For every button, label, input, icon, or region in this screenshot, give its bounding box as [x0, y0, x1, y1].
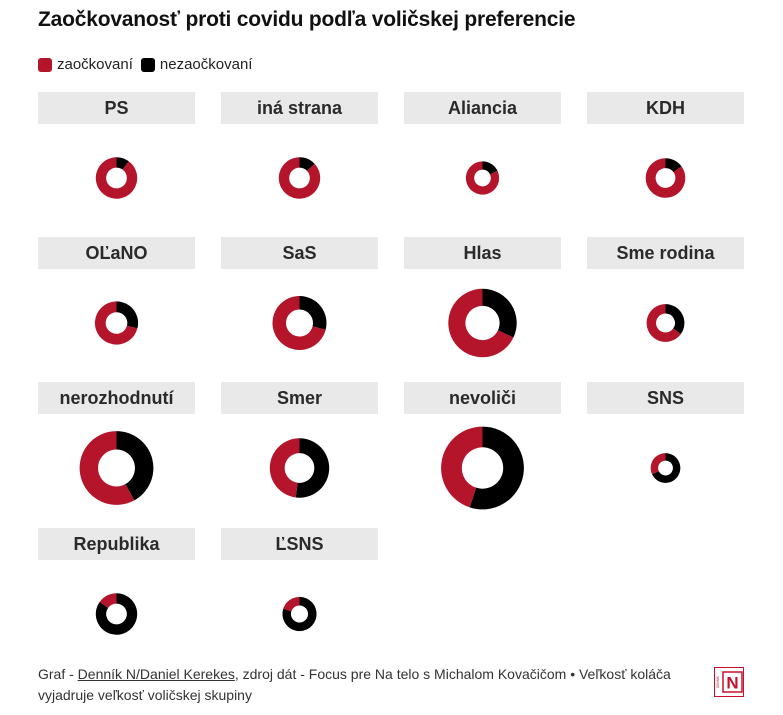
dennik-n-logo: N DENNÍK — [714, 667, 744, 697]
panel-nerozhodnuti: nerozhodnutí — [38, 382, 195, 522]
legend-swatch-unvaccinated — [140, 57, 155, 72]
panel-title-sme-rodina: Sme rodina — [587, 237, 744, 269]
panel-title-lsns: ĽSNS — [221, 528, 378, 560]
panel-lsns: ĽSNS — [221, 528, 378, 668]
chart-title: Zaočkovanosť proti covidu podľa voličske… — [38, 8, 576, 31]
slice-vaccinated-aliancia — [465, 161, 500, 195]
slice-unvaccinated-republika — [95, 593, 138, 635]
donut-sme-rodina — [646, 304, 685, 342]
donut-republika — [95, 593, 138, 635]
donut-lsns — [282, 596, 317, 632]
donut-olano — [94, 301, 139, 345]
donut-kdh — [645, 158, 686, 198]
slice-vaccinated-ina-strana — [278, 157, 321, 199]
slice-vaccinated-sns — [650, 453, 666, 475]
donut-smer — [269, 438, 330, 498]
slice-unvaccinated-sme-rodina — [665, 304, 685, 335]
footer-text: , zdroj dát - Focus pre Na telo s Michal… — [38, 666, 671, 703]
legend-item-unvaccinated: nezaočkovaní — [140, 56, 253, 73]
donut-sas — [272, 296, 327, 350]
panel-ps: PS — [38, 92, 195, 232]
slice-unvaccinated-olano — [116, 301, 139, 329]
panel-republika: Republika — [38, 528, 195, 668]
panel-sns: SNS — [587, 382, 744, 522]
slice-unvaccinated-kdh — [665, 158, 682, 173]
slice-unvaccinated-nerozhodnuti — [116, 431, 154, 501]
slice-unvaccinated-ina-strana — [299, 157, 315, 171]
slice-vaccinated-hlas — [448, 288, 514, 358]
panel-title-ina-strana: iná strana — [221, 92, 378, 124]
slice-unvaccinated-sns — [652, 453, 681, 483]
panel-kdh: KDH — [587, 92, 744, 232]
donut-ina-strana — [278, 157, 321, 199]
legend-label-unvaccinated: nezaočkovaní — [159, 56, 253, 73]
panel-title-sns: SNS — [587, 382, 744, 414]
legend: zaočkovaní nezaočkovaní — [38, 56, 260, 73]
panel-title-olano: OĽaNO — [38, 237, 195, 269]
logo-side-text: DENNÍK — [716, 675, 720, 688]
slice-vaccinated-republika — [99, 593, 117, 608]
panel-title-hlas: Hlas — [404, 237, 561, 269]
slice-unvaccinated-hlas — [482, 288, 517, 338]
panel-olano: OĽaNO — [38, 237, 195, 377]
donut-sns — [650, 453, 681, 483]
panel-title-kdh: KDH — [587, 92, 744, 124]
legend-item-vaccinated: zaočkovaní — [38, 56, 133, 73]
donut-aliancia — [465, 161, 500, 195]
slice-vaccinated-sas — [272, 296, 326, 350]
slice-unvaccinated-sas — [299, 296, 327, 330]
slice-vaccinated-smer — [269, 438, 300, 498]
panel-sme-rodina: Sme rodina — [587, 237, 744, 377]
slice-unvaccinated-aliancia — [482, 161, 498, 175]
slice-vaccinated-lsns — [283, 596, 300, 612]
panel-title-nevolici: nevoliči — [404, 382, 561, 414]
panel-ina-strana: iná strana — [221, 92, 378, 232]
panel-title-sas: SaS — [221, 237, 378, 269]
panel-title-ps: PS — [38, 92, 195, 124]
panel-sas: SaS — [221, 237, 378, 377]
slice-unvaccinated-lsns — [282, 596, 317, 632]
panel-title-republika: Republika — [38, 528, 195, 560]
panel-smer: Smer — [221, 382, 378, 522]
donut-nerozhodnuti — [79, 431, 154, 505]
slice-vaccinated-nerozhodnuti — [79, 431, 135, 505]
logo-letter: N — [726, 674, 738, 693]
legend-swatch-vaccinated — [38, 57, 52, 72]
slice-vaccinated-sme-rodina — [646, 304, 681, 342]
donut-nevolici — [441, 426, 524, 510]
footer-prefix: Graf - — [38, 666, 78, 682]
panel-aliancia: Aliancia — [404, 92, 561, 232]
footer-credit: Graf - Denník N/Daniel Kerekes, zdroj dá… — [38, 664, 698, 706]
slice-unvaccinated-ps — [116, 157, 129, 170]
panel-nevolici: nevoliči — [404, 382, 561, 522]
slice-vaccinated-nevolici — [441, 426, 483, 508]
slice-vaccinated-kdh — [645, 158, 686, 198]
donut-ps — [95, 157, 138, 199]
donut-hlas — [448, 288, 517, 358]
legend-label-vaccinated: zaočkovaní — [57, 56, 133, 73]
slice-unvaccinated-smer — [295, 438, 330, 498]
slice-unvaccinated-nevolici — [469, 426, 524, 510]
panel-title-smer: Smer — [221, 382, 378, 414]
panel-title-aliancia: Aliancia — [404, 92, 561, 124]
panel-hlas: Hlas — [404, 237, 561, 377]
slice-vaccinated-olano — [94, 301, 138, 345]
panel-title-nerozhodnuti: nerozhodnutí — [38, 382, 195, 414]
slice-vaccinated-ps — [95, 157, 138, 199]
footer-author-link[interactable]: Denník N/Daniel Kerekes — [77, 666, 235, 682]
